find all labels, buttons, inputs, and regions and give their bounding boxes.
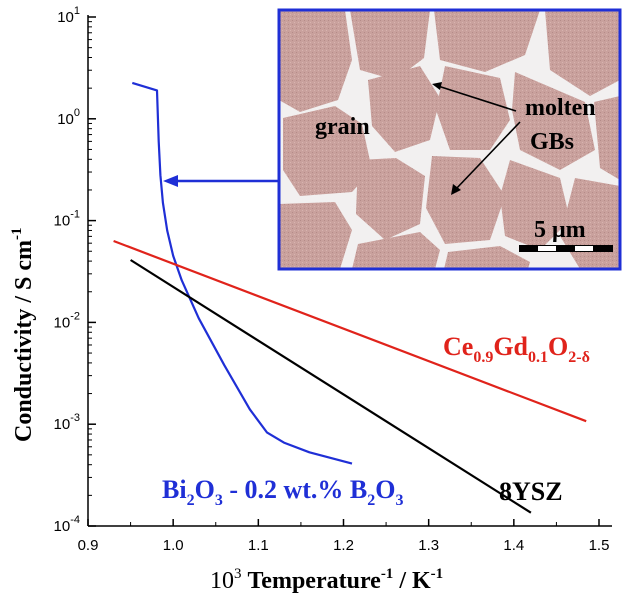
series-line-bi2o3 bbox=[131, 81, 353, 465]
x-tick-label: 1.1 bbox=[248, 537, 269, 554]
scale-bar-label: 5 μm bbox=[534, 217, 586, 243]
y-tick-label: 10-3 bbox=[54, 412, 80, 433]
y-tick-label: 101 bbox=[57, 5, 80, 26]
inset-label-gbs: GBs bbox=[530, 129, 574, 155]
x-tick-label: 1.2 bbox=[333, 537, 354, 554]
x-tick-label: 1.0 bbox=[163, 537, 184, 554]
y-tick-label: 10-2 bbox=[54, 310, 80, 331]
micrograph-inset: grain molten GBs 5 μm bbox=[277, 8, 622, 271]
x-title-sep: / bbox=[393, 568, 412, 594]
y-title-sup: -1 bbox=[9, 227, 25, 240]
x-title-main: Temperature bbox=[248, 568, 382, 594]
x-tick-label: 1.4 bbox=[503, 537, 524, 554]
inset-pointer-arrowhead bbox=[163, 175, 178, 187]
micrograph-grains bbox=[279, 10, 620, 269]
series-label-8ysz: 8YSZ bbox=[499, 477, 563, 506]
x-title-prefix-sup: 3 bbox=[234, 566, 242, 582]
inset-arrow-gb-lower bbox=[454, 121, 521, 191]
series-line-ceria bbox=[113, 239, 587, 423]
y-title-main: Conductivity / S cm bbox=[11, 240, 37, 442]
x-tick-label: 0.9 bbox=[78, 537, 99, 554]
inset-arrow-gb-upper bbox=[437, 85, 517, 112]
series-label-ceria: Ce0.9Gd0.1O2-δ bbox=[443, 332, 590, 366]
x-title-unit: K bbox=[412, 568, 431, 594]
series-label-bi2o3: Bi2O3 - 0.2 wt.% B2O3 bbox=[162, 475, 403, 509]
y-tick-label: 10-4 bbox=[54, 514, 80, 535]
x-title-main-sup: -1 bbox=[381, 566, 394, 582]
series-line-8ysz bbox=[130, 259, 532, 514]
inset-arrowhead-upper bbox=[432, 82, 442, 90]
scale-bar bbox=[519, 245, 613, 252]
inset-label-grain: grain bbox=[315, 114, 370, 140]
x-title-prefix: 10 bbox=[210, 568, 234, 594]
x-tick-label: 1.5 bbox=[589, 537, 610, 554]
x-tick-label: 1.3 bbox=[418, 537, 439, 554]
inset-border bbox=[277, 8, 622, 271]
y-tick-label: 100 bbox=[57, 107, 80, 128]
inset-arrowhead-lower bbox=[451, 184, 461, 195]
inset-label-molten: molten bbox=[525, 95, 596, 121]
x-title-unit-sup: -1 bbox=[431, 566, 444, 582]
y-tick-label: 10-1 bbox=[54, 209, 80, 230]
axis-ticks: 0.9 1.0 1.1 1.2 1.3 1.4 1.5 10-4 10-3 10-2 10-1 100… bbox=[54, 5, 610, 554]
series-lines bbox=[113, 81, 587, 514]
y-axis-title: Conductivity / S cm-1 bbox=[9, 227, 37, 442]
x-axis-title: 103 Temperature-1 / K-1 bbox=[210, 566, 443, 594]
